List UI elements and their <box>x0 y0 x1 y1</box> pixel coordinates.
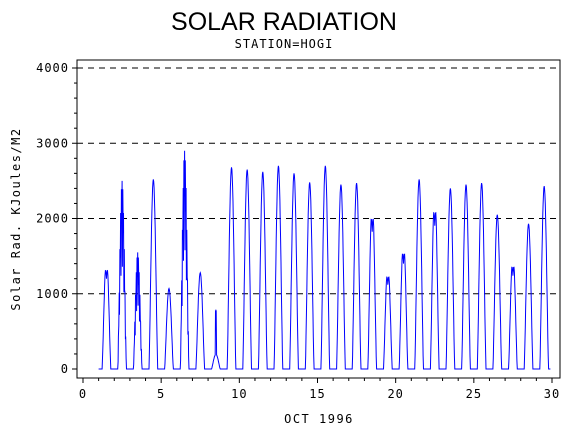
x-axis-label: OCT 1996 <box>284 412 354 426</box>
y-axis-label: Solar Rad. KJoules/M2 <box>9 127 23 310</box>
x-tick-label: 10 <box>231 387 247 401</box>
x-tick-label: 30 <box>544 387 560 401</box>
chart-subtitle: STATION=HOGI <box>235 37 334 51</box>
y-tick-label: 1000 <box>36 287 69 301</box>
x-tick-label: 25 <box>466 387 482 401</box>
grid-lines <box>77 67 560 295</box>
x-tick-label: 5 <box>157 387 165 401</box>
x-tick-label: 20 <box>387 387 403 401</box>
y-tick-label: 4000 <box>36 61 69 75</box>
x-tick-label: 0 <box>79 387 87 401</box>
series-layer <box>98 150 551 370</box>
x-tick-label: 15 <box>309 387 325 401</box>
y-tick-label: 0 <box>61 362 69 376</box>
y-axis: 0 1000 2000 3000 4000 <box>36 61 77 376</box>
chart-title: SOLAR RADIATION <box>171 8 397 36</box>
radiation-series-line <box>98 150 551 370</box>
y-tick-label: 3000 <box>36 136 69 150</box>
x-axis: 0 5 10 15 20 25 30 <box>79 378 560 401</box>
y-tick-label: 2000 <box>36 212 69 226</box>
